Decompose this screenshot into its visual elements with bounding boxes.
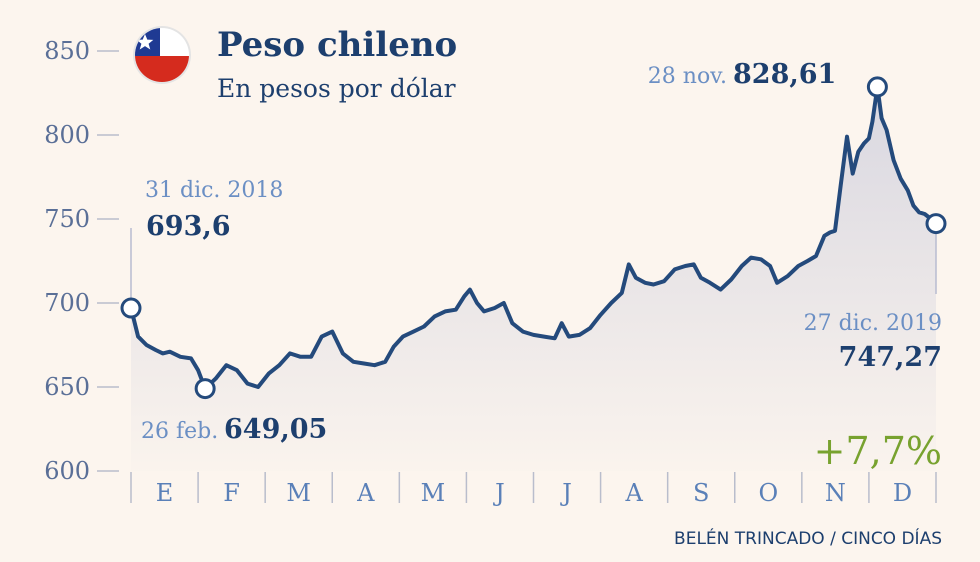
marker-max <box>866 76 888 98</box>
annotation-min-date: 26 feb. <box>141 419 218 444</box>
series-area <box>131 86 936 472</box>
x-tick-label: D <box>893 479 912 507</box>
markers <box>120 76 947 400</box>
y-tick-label: 700 <box>44 289 90 317</box>
x-tick-label: S <box>693 479 709 507</box>
x-tick-label: F <box>223 479 240 507</box>
x-tick-label: A <box>624 479 643 507</box>
series-line <box>129 84 938 391</box>
x-tick-label: M <box>421 479 446 507</box>
y-tick-label: 600 <box>44 457 90 485</box>
x-tick-label: M <box>286 479 311 507</box>
y-tick-label: 650 <box>44 373 90 401</box>
chart-title: Peso chileno <box>217 25 457 65</box>
x-tick-label: O <box>758 479 778 507</box>
chart-subtitle: En pesos por dólar <box>217 74 456 103</box>
x-tick-label: J <box>559 479 572 507</box>
marker-min <box>194 378 216 400</box>
change-percentage: +7,7% <box>814 429 942 473</box>
x-tick-label: J <box>492 479 505 507</box>
x-tick-label: N <box>825 479 846 507</box>
y-tick-label: 850 <box>44 37 90 65</box>
annotation-end-value: 747,27 <box>839 342 942 373</box>
marker-start <box>120 297 142 319</box>
x-tick-label: A <box>356 479 375 507</box>
annotation-end-date: 27 dic. 2019 <box>804 311 942 336</box>
marker-end <box>925 213 947 235</box>
x-tick-label: E <box>156 479 174 507</box>
y-axis: 600 650 700 750 800 850 <box>44 37 119 485</box>
annotation-max-date: 28 nov. <box>648 64 727 89</box>
annotation-min-value: 649,05 <box>224 414 327 445</box>
annotation-start-value: 693,6 <box>146 211 231 242</box>
credit-text: BELÉN TRINCADO / CINCO DÍAS <box>674 527 942 549</box>
annotation-max-value: 828,61 <box>733 59 836 90</box>
annotation-start-date: 31 dic. 2018 <box>145 178 283 203</box>
y-tick-label: 750 <box>44 205 90 233</box>
chile-flag-icon <box>133 26 191 84</box>
y-tick-label: 800 <box>44 121 90 149</box>
